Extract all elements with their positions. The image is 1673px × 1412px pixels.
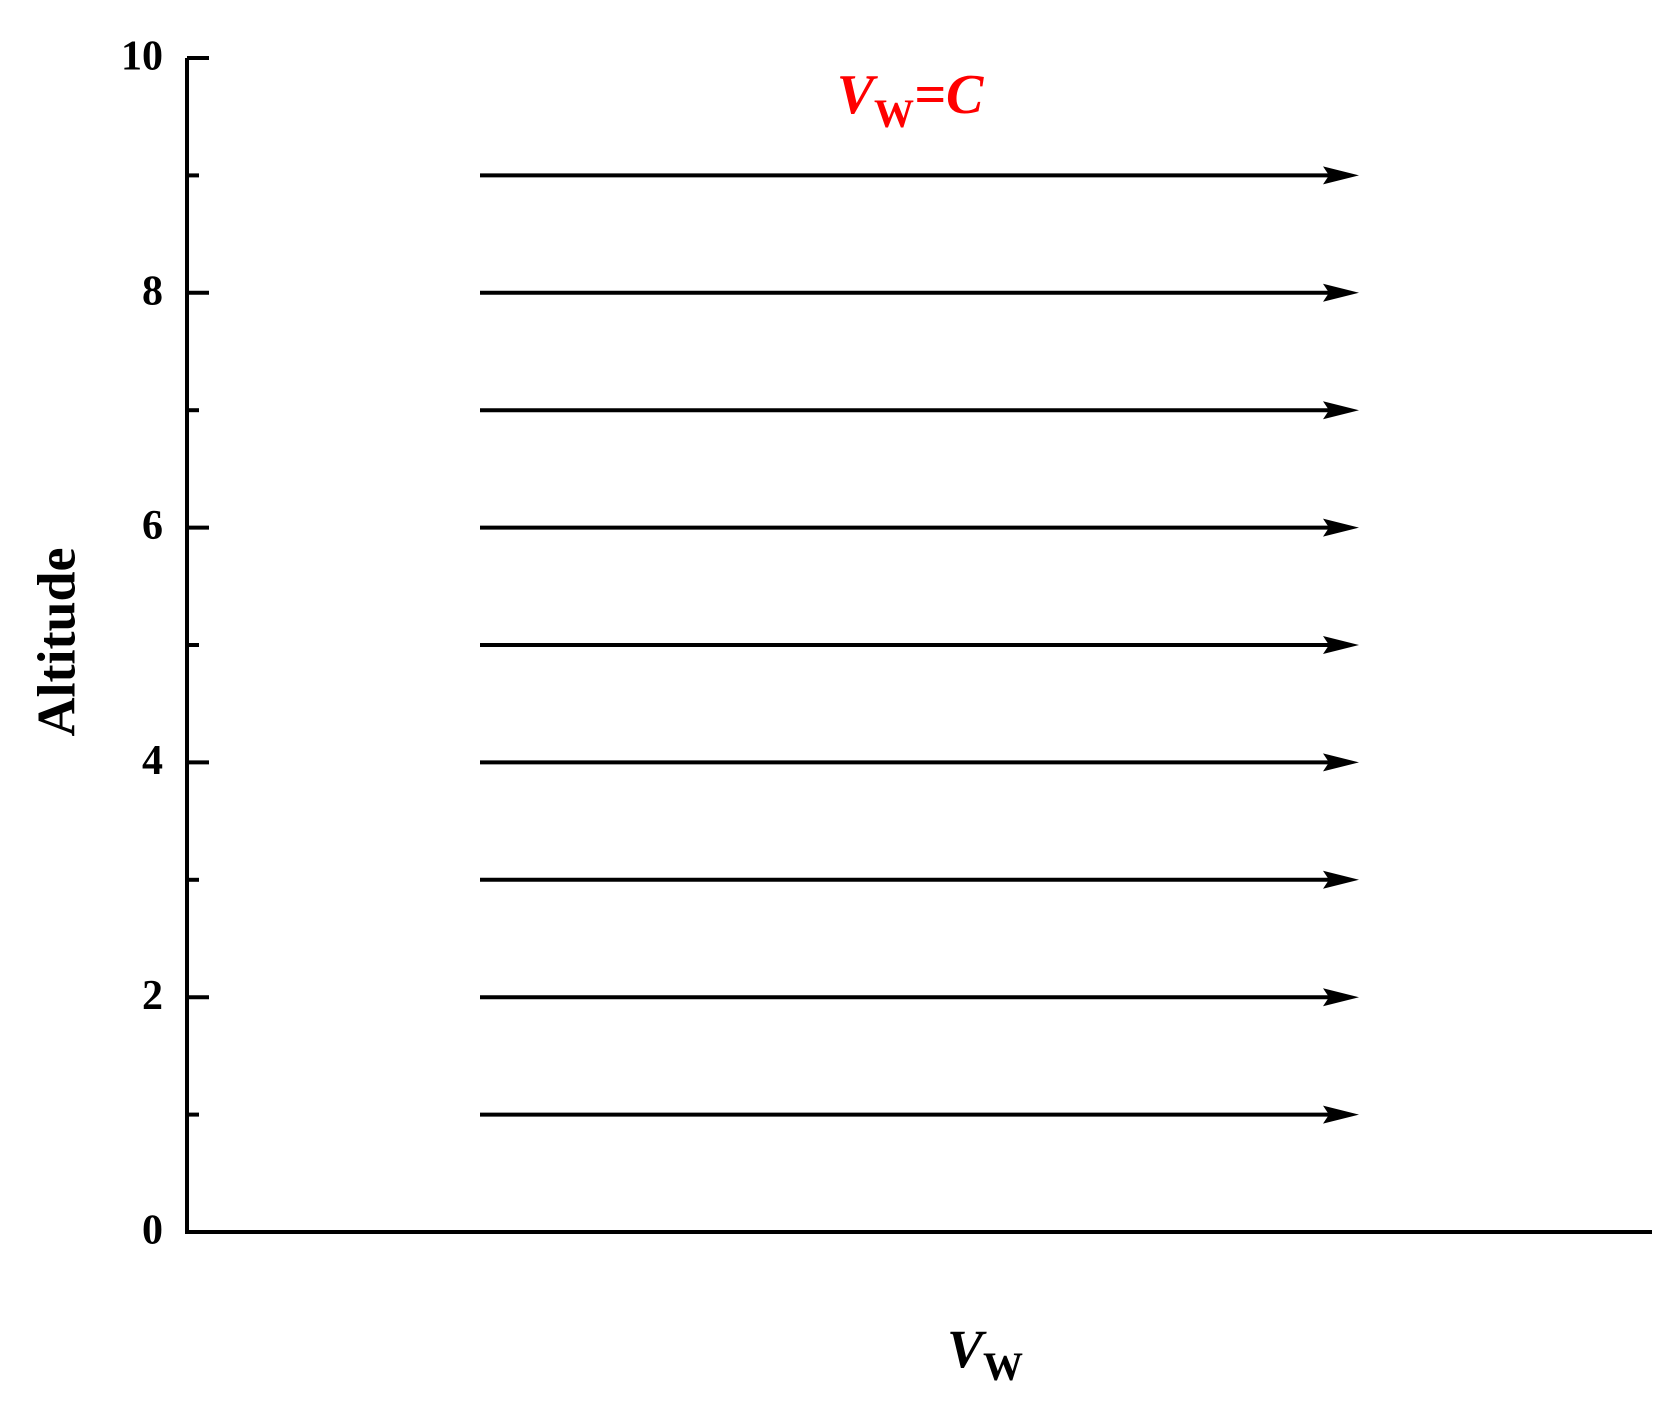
y-tick-label: 6 <box>142 503 163 549</box>
arrow-head <box>1323 988 1359 1007</box>
y-tick-label: 8 <box>142 268 163 314</box>
arrow-head <box>1323 166 1359 185</box>
arrow-head <box>1323 283 1359 302</box>
arrow-head <box>1323 518 1359 537</box>
wind-arrow <box>480 401 1359 420</box>
x-axis-label-sub: W <box>983 1344 1023 1389</box>
wind-arrow <box>480 988 1359 1007</box>
arrow-head <box>1323 636 1359 654</box>
y-tick-label: 10 <box>121 34 163 80</box>
wind-arrow <box>480 753 1359 772</box>
wind-arrow <box>480 1105 1359 1124</box>
y-axis-label: Altitude <box>26 548 86 737</box>
wind-arrow <box>480 636 1359 654</box>
wind-arrow <box>480 518 1359 537</box>
annotation-main: V <box>837 64 879 126</box>
y-tick-label: 2 <box>142 973 163 1019</box>
wind-arrow <box>480 166 1359 185</box>
y-tick-label: 4 <box>142 738 163 784</box>
wind-arrow <box>480 870 1359 889</box>
annotation-suffix: =C <box>914 64 984 126</box>
x-axis-label-main: V <box>947 1319 987 1379</box>
arrow-head <box>1323 753 1359 772</box>
y-tick-label: 0 <box>142 1208 163 1254</box>
wind-arrow <box>480 283 1359 302</box>
annotation-sub: W <box>874 91 914 136</box>
x-axis-label: VW <box>947 1319 1023 1389</box>
annotation: VW=C <box>837 64 984 136</box>
arrow-head <box>1323 401 1359 420</box>
arrow-head <box>1323 870 1359 889</box>
arrow-head <box>1323 1105 1359 1124</box>
